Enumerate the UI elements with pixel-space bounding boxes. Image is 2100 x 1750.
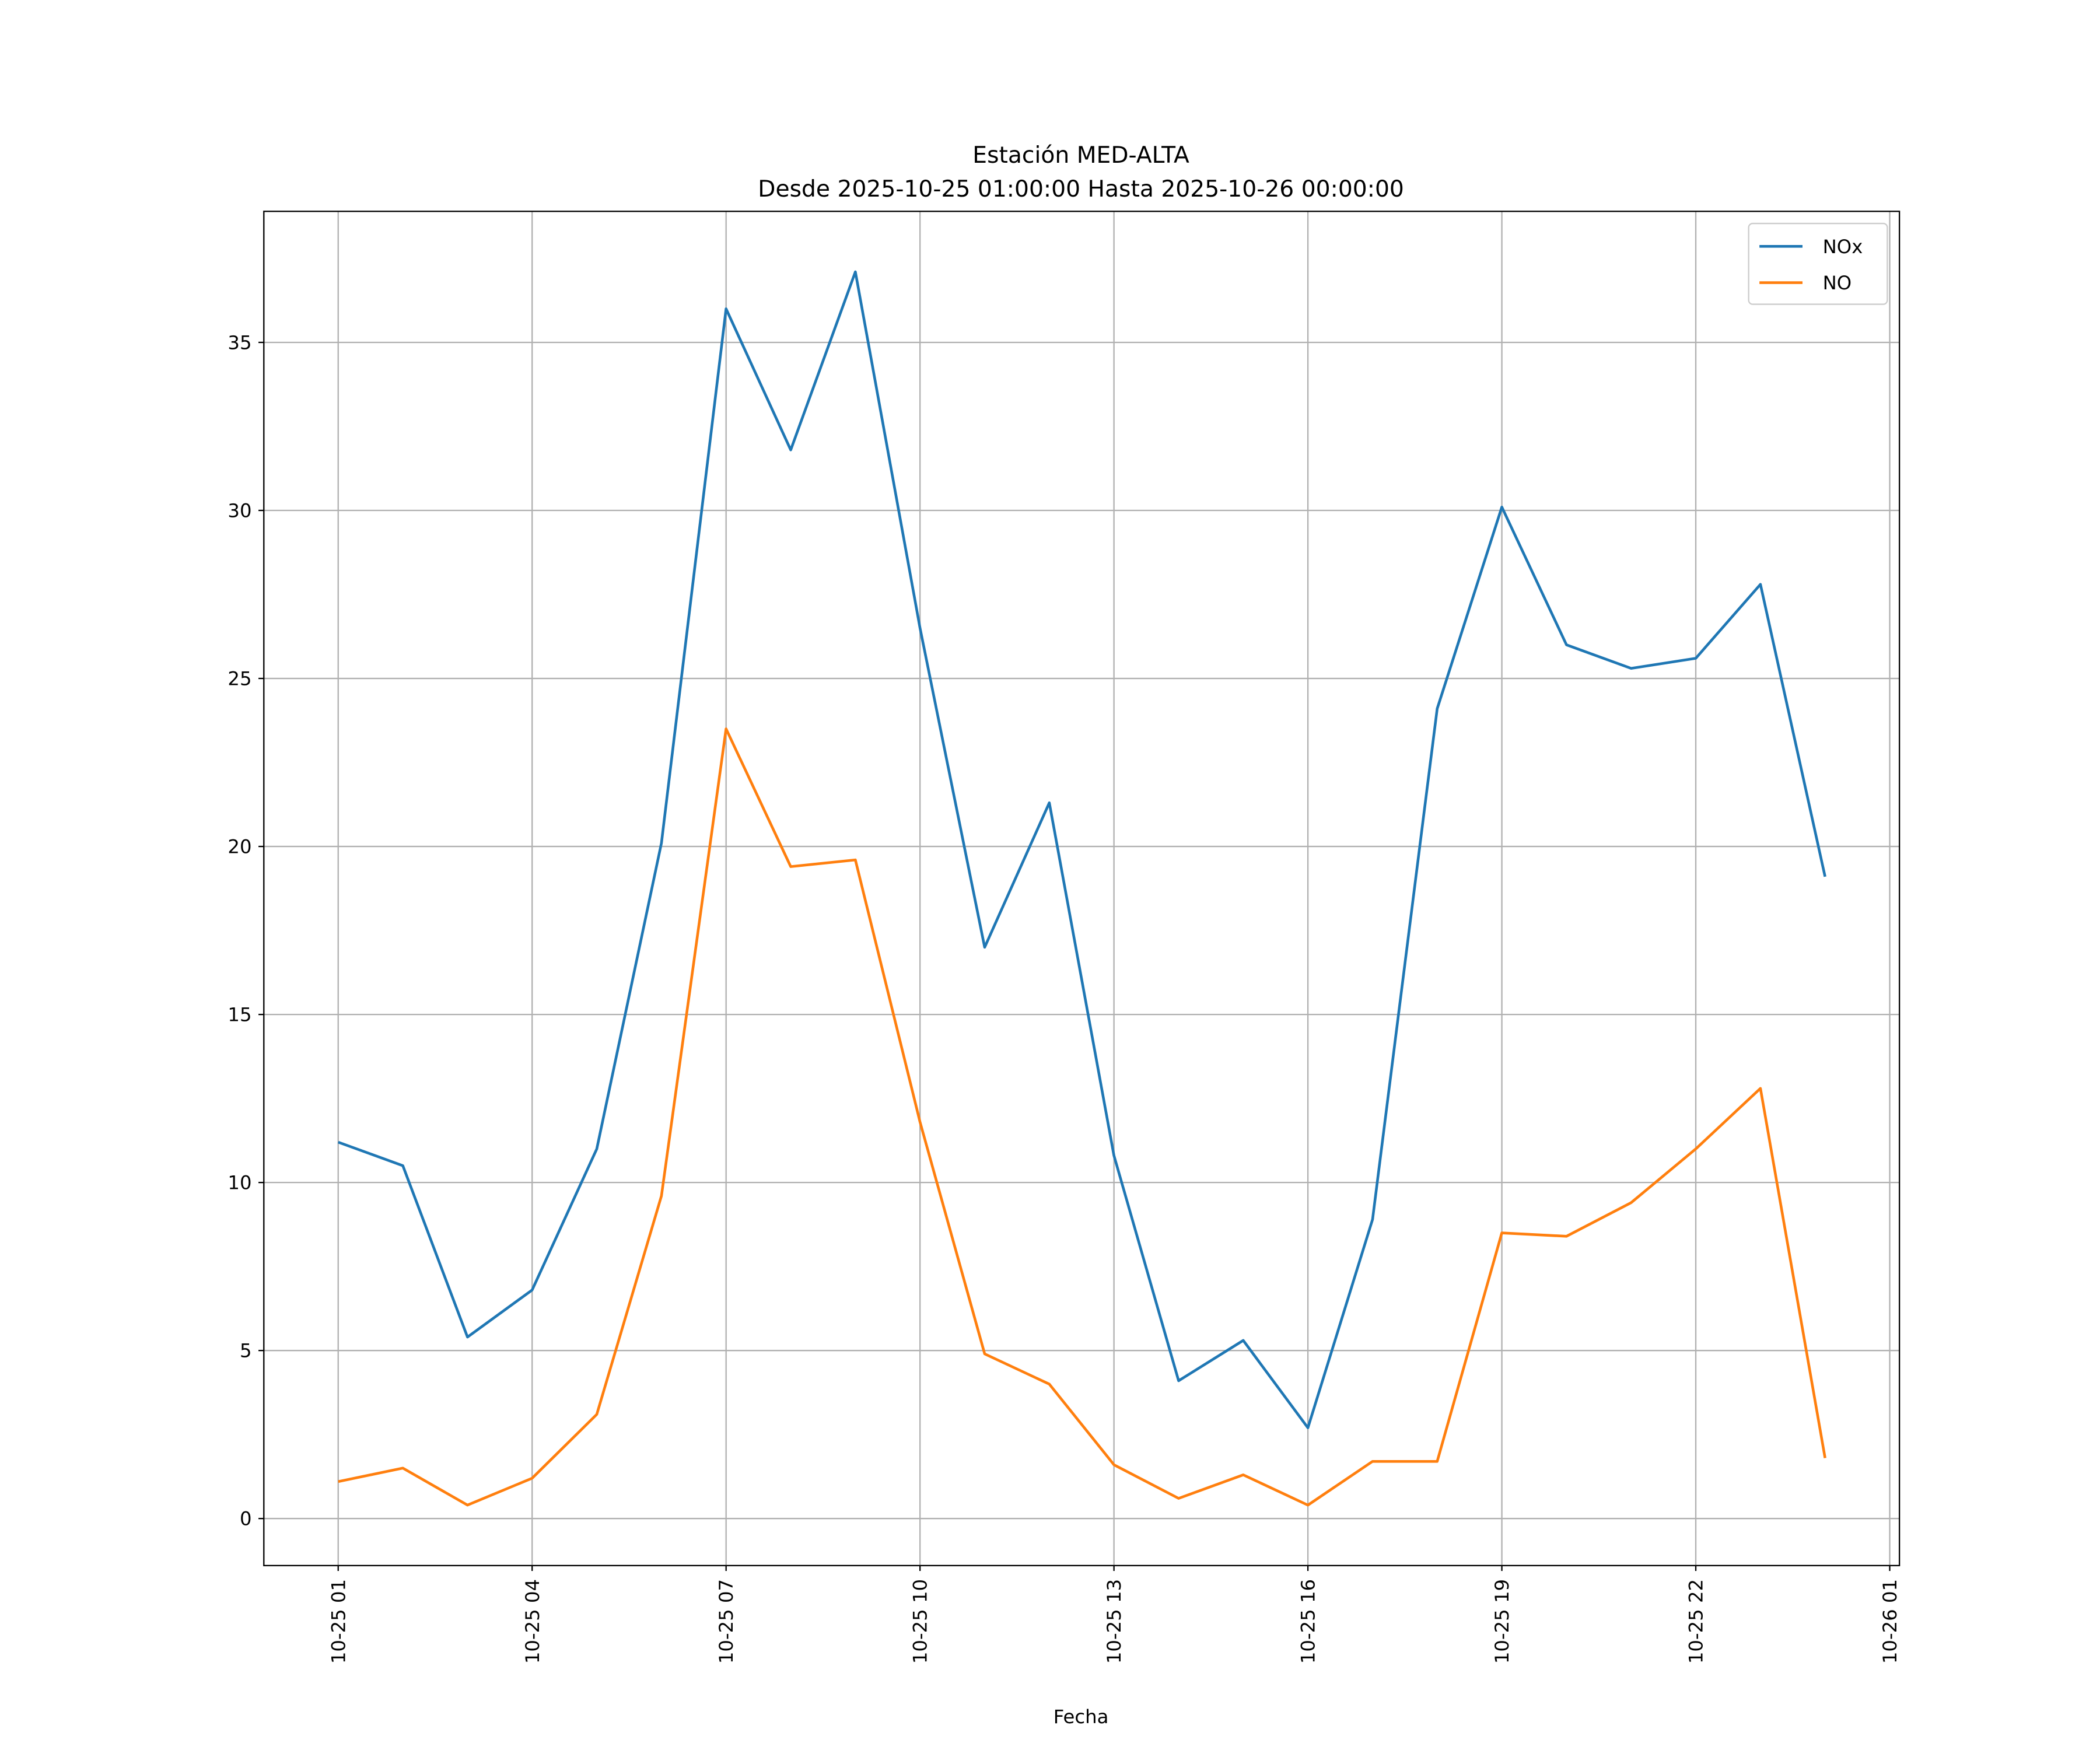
chart-title: Estación MED-ALTA bbox=[972, 142, 1189, 169]
x-tick-label: 10-25 16 bbox=[1297, 1579, 1320, 1664]
x-tick-label: 10-25 13 bbox=[1103, 1579, 1125, 1664]
x-tick-label: 10-25 19 bbox=[1491, 1579, 1513, 1664]
y-tick-label: 20 bbox=[228, 836, 251, 858]
x-tick-label: 10-25 22 bbox=[1685, 1579, 1707, 1664]
series-lines bbox=[337, 270, 1826, 1507]
y-tick-label: 30 bbox=[228, 500, 251, 522]
legend-label-no: NO bbox=[1823, 272, 1852, 294]
series-line-nox bbox=[337, 270, 1826, 1429]
y-tick-label: 15 bbox=[228, 1004, 251, 1026]
legend: NOx NO bbox=[1748, 222, 1888, 305]
axis-ticks: 0 5 10 15 20 25 30 35 10-25 01 10-25 04 10-25 07 10… bbox=[228, 332, 1901, 1664]
x-tick-label: 10-25 07 bbox=[715, 1579, 737, 1664]
chart-subtitle: Desde 2025-10-25 01:00:00 Hasta 2025-10-… bbox=[758, 176, 1404, 202]
y-tick-label: 5 bbox=[240, 1340, 252, 1362]
y-tick-label: 10 bbox=[228, 1172, 251, 1194]
x-axis-label: Fecha bbox=[1054, 1706, 1109, 1728]
series-line-no bbox=[338, 727, 1826, 1507]
plot-frame bbox=[263, 211, 1901, 1566]
x-tick-label: 10-25 04 bbox=[522, 1579, 544, 1664]
y-tick-label: 25 bbox=[228, 668, 251, 690]
legend-box bbox=[1748, 222, 1888, 305]
y-tick-label: 0 bbox=[240, 1508, 252, 1530]
legend-label-nox: NOx bbox=[1823, 236, 1863, 258]
grid bbox=[264, 211, 1900, 1566]
x-tick-label: 10-25 10 bbox=[909, 1579, 932, 1664]
y-tick-label: 35 bbox=[228, 332, 251, 354]
x-tick-label: 10-26 01 bbox=[1879, 1579, 1901, 1664]
x-tick-label: 10-25 01 bbox=[327, 1579, 349, 1664]
